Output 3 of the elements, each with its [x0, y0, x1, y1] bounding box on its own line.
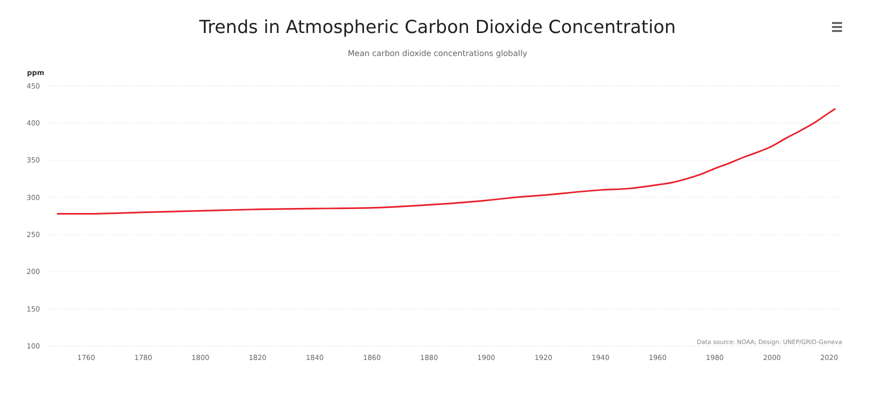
chart-title: Trends in Atmospheric Carbon Dioxide Concentration [198, 17, 676, 38]
line-series [56, 108, 836, 215]
chart-subtitle: Mean carbon dioxide concentrations globally [348, 49, 528, 58]
